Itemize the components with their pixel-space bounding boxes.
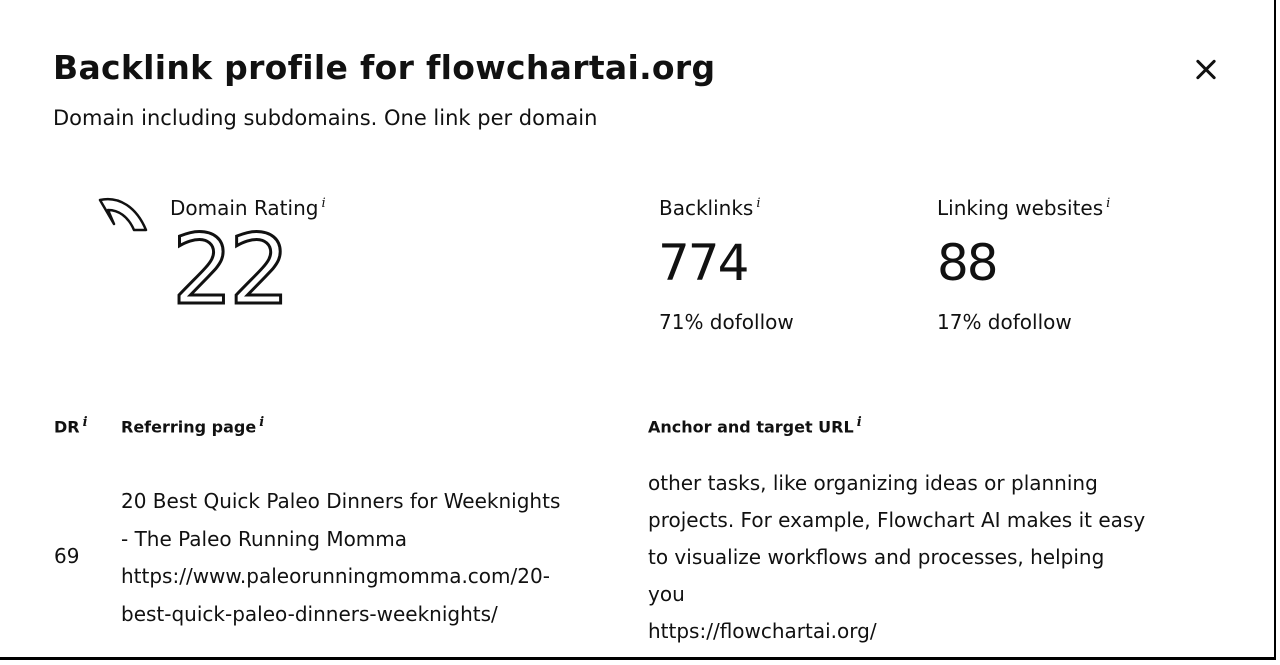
info-icon[interactable]: i — [321, 196, 326, 212]
anchor-text-line: to visualize workflows and processes, he… — [648, 545, 1105, 569]
column-header-referring-page[interactable]: Referring page i — [121, 415, 265, 437]
gauge-icon — [98, 197, 148, 232]
column-header-anchor[interactable]: Anchor and target URL i — [648, 415, 862, 437]
row-dr-value: 69 — [54, 544, 80, 568]
info-icon[interactable]: i — [756, 196, 761, 212]
referring-page-title-line[interactable]: 20 Best Quick Paleo Dinners for Weeknigh… — [121, 489, 561, 513]
info-icon[interactable]: i — [1106, 196, 1111, 212]
anchor-text-line: you — [648, 582, 685, 606]
domain-rating-value: 22 — [170, 214, 291, 326]
info-icon[interactable]: i — [259, 415, 265, 430]
referring-page-url-line[interactable]: best-quick-paleo-dinners-weeknights/ — [121, 601, 498, 626]
anchor-text-line: projects. For example, Flowchart AI make… — [648, 508, 1146, 532]
anchor-text-line: other tasks, like organizing ideas or pl… — [648, 471, 1098, 495]
target-url-link[interactable]: https://flowchartai.org/ — [648, 619, 877, 643]
referring-page-cell: 20 Best Quick Paleo Dinners for Weeknigh… — [121, 483, 631, 633]
backlinks-dofollow: 71% dofollow — [659, 310, 794, 334]
anchor-cell: other tasks, like organizing ideas or pl… — [648, 465, 1238, 650]
linking-websites-value: 88 — [937, 234, 999, 292]
linking-websites-label: Linking websites i — [937, 196, 1111, 220]
backlinks-value: 774 — [658, 234, 749, 292]
domain-rating-label: Domain Rating i — [170, 196, 326, 220]
modal-title: Backlink profile for flowchartai.org — [53, 48, 716, 87]
info-icon[interactable]: i — [856, 415, 862, 430]
referring-page-url-line[interactable]: https://www.paleorunningmomma.com/20- — [121, 564, 550, 588]
info-icon[interactable]: i — [82, 415, 88, 430]
close-icon[interactable] — [1190, 54, 1222, 86]
linking-websites-dofollow: 17% dofollow — [937, 310, 1072, 334]
referring-page-title-line[interactable]: - The Paleo Running Momma — [121, 526, 408, 551]
backlinks-label: Backlinks i — [659, 196, 761, 220]
modal-subtitle: Domain including subdomains. One link pe… — [53, 106, 598, 130]
column-header-dr[interactable]: DR i — [54, 415, 88, 437]
